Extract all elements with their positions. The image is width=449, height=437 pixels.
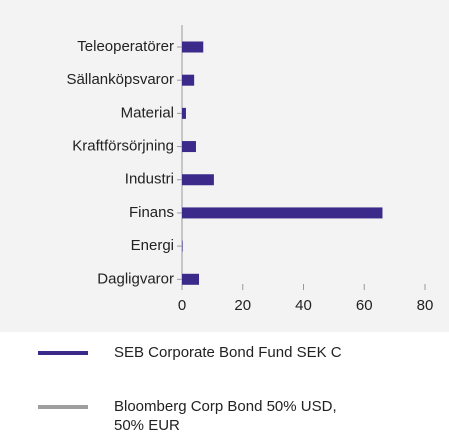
bar <box>182 240 183 252</box>
bar <box>182 74 195 86</box>
legend-label: SEB Corporate Bond Fund SEK C <box>114 344 342 361</box>
y-tick-label: Dagligvaror <box>97 270 174 287</box>
x-tick-label: 60 <box>356 297 373 314</box>
legend-label: Bloomberg Corp Bond 50% USD, 50% EUR <box>114 398 337 434</box>
y-tick-label: Industri <box>125 171 174 188</box>
bar <box>182 207 383 219</box>
x-tick-label: 20 <box>234 297 251 314</box>
bar <box>182 41 204 53</box>
y-tick-label: Sällanköpsvaror <box>66 71 174 88</box>
bar <box>182 273 200 285</box>
x-tick-label: 80 <box>417 297 434 314</box>
y-tick-label: Material <box>121 104 174 121</box>
y-tick-label: Finans <box>129 204 174 221</box>
y-tick-label: Energi <box>131 237 174 254</box>
bar <box>182 174 214 186</box>
bar <box>182 141 196 153</box>
x-tick-label: 0 <box>178 297 186 314</box>
y-tick-label: Kraftförsörjning <box>72 138 174 155</box>
x-tick-label: 40 <box>295 297 312 314</box>
bar <box>182 107 186 119</box>
plot-background <box>0 0 449 332</box>
y-tick-label: Teleoperatörer <box>77 38 174 55</box>
